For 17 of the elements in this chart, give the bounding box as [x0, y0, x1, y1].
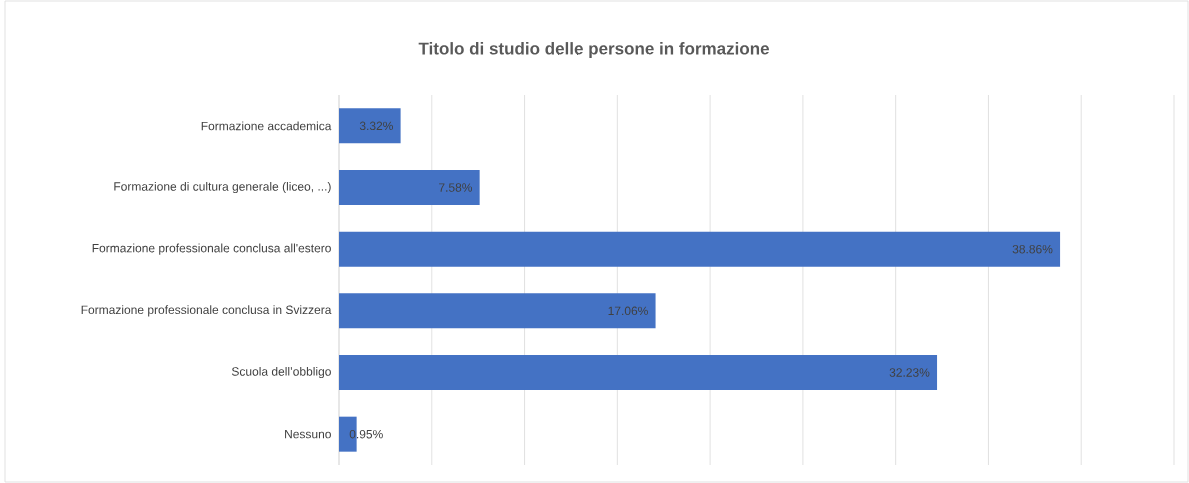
bar: [339, 108, 401, 144]
y-tick-label: Formazione professionale conclusa all'estero: [92, 243, 331, 255]
data-label: 7.58%: [439, 183, 473, 192]
bar: [339, 231, 1061, 267]
data-label: 32.23%: [889, 368, 930, 377]
y-tick-label: Scuola dell’obbligo: [231, 366, 331, 379]
data-label: 38.86%: [1012, 244, 1053, 254]
y-tick-label: Formazione accademica: [201, 121, 332, 131]
data-label: 3.32%: [359, 121, 393, 131]
y-tick-label: Nessuno: [285, 429, 331, 439]
data-label: 17.06%: [608, 306, 648, 316]
bar: [339, 293, 656, 329]
bar: [339, 355, 938, 390]
chart-title: Titolo di studio delle persone in formazione: [418, 42, 769, 58]
y-tick-label: Formazione professionale conclusa in Svizzera: [81, 305, 332, 317]
y-tick-label: Formazione di cultura generale (liceo, ...): [114, 181, 331, 194]
bar: [339, 170, 480, 206]
